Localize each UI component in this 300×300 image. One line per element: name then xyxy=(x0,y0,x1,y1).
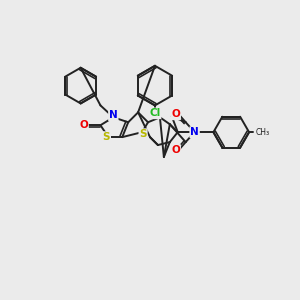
Text: N: N xyxy=(190,127,199,137)
Text: CH₃: CH₃ xyxy=(256,128,270,137)
Text: O: O xyxy=(79,120,88,130)
Text: S: S xyxy=(103,132,110,142)
Text: N: N xyxy=(109,110,118,120)
Text: O: O xyxy=(171,145,180,155)
Text: O: O xyxy=(171,109,180,119)
Text: S: S xyxy=(139,129,147,139)
Text: Cl: Cl xyxy=(149,108,161,118)
